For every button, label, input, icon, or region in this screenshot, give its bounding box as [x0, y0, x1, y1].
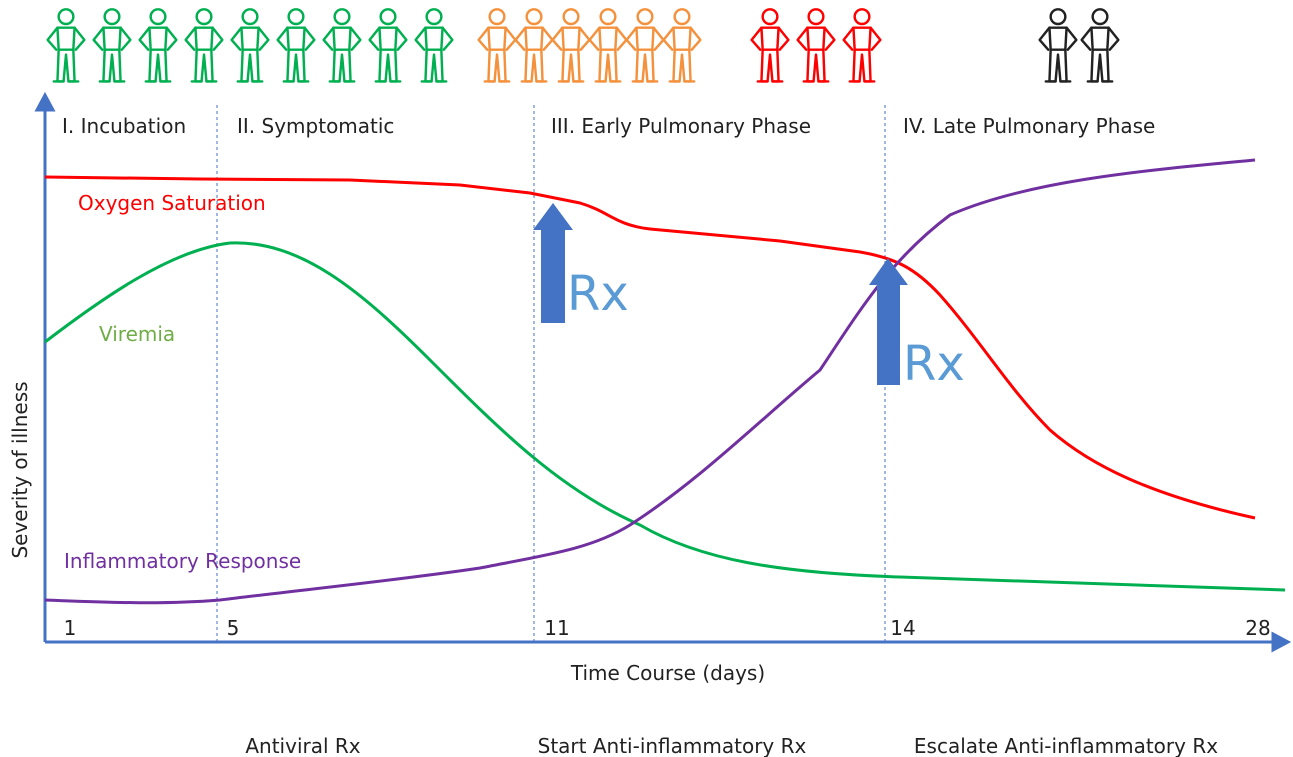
patient-icon	[276, 8, 316, 83]
patient-icon	[414, 8, 454, 83]
patient-icon	[625, 8, 665, 83]
patient-icon	[322, 8, 362, 83]
rx-arrow	[877, 283, 900, 385]
patient-icon	[138, 8, 178, 83]
phase-dividers	[216, 105, 886, 642]
phase-label: III. Early Pulmonary Phase	[551, 114, 811, 138]
y-axis-arrow	[34, 91, 56, 112]
rx-arrows	[533, 203, 908, 385]
patient-icon	[46, 8, 86, 83]
rx-arrow-head	[869, 258, 908, 285]
viremia-curve	[44, 241, 1286, 592]
rx-arrow-head	[533, 203, 573, 230]
tick-label: 14	[890, 616, 915, 640]
treatment-label: Start Anti-inflammatory Rx	[538, 734, 807, 757]
y-axis-label: Severity of illness	[8, 381, 32, 558]
rx-label: Rx	[903, 336, 965, 392]
tick-label: 11	[544, 616, 569, 640]
tick-label: 5	[227, 616, 240, 640]
curve-label: Viremia	[99, 322, 175, 346]
patient-icon	[551, 8, 591, 83]
patient-icon	[842, 8, 882, 83]
curve-label: Oxygen Saturation	[78, 191, 266, 215]
oxygen-curve	[44, 175, 1256, 520]
patient-icon	[662, 8, 702, 83]
tick-label: 28	[1245, 616, 1270, 640]
patient-icon	[184, 8, 224, 83]
patient-icon	[230, 8, 270, 83]
patient-icon	[750, 8, 790, 83]
axes	[34, 91, 1292, 653]
rx-arrow	[541, 228, 565, 323]
patient-icon	[477, 8, 517, 83]
phase-label: I. Incubation	[62, 114, 186, 138]
patient-icon	[1080, 8, 1120, 83]
patient-icon	[92, 8, 132, 83]
patient-icons	[46, 8, 1120, 83]
x-axis-arrow	[1271, 631, 1292, 653]
patient-icon	[368, 8, 408, 83]
tick-label: 1	[64, 616, 77, 640]
x-axis-label: Time Course (days)	[570, 661, 765, 685]
patient-icon	[588, 8, 628, 83]
patient-icon	[796, 8, 836, 83]
patient-icon	[1038, 8, 1078, 83]
treatment-label: Escalate Anti-inflammatory Rx	[914, 734, 1218, 757]
phase-label: II. Symptomatic	[237, 114, 394, 138]
phase-label: IV. Late Pulmonary Phase	[903, 114, 1155, 138]
rx-label: Rx	[567, 266, 629, 322]
inflammatory-curve	[44, 158, 1256, 605]
treatment-label: Antiviral Rx	[245, 734, 360, 757]
curve-label: Inflammatory Response	[64, 549, 301, 573]
patient-icon	[514, 8, 554, 83]
